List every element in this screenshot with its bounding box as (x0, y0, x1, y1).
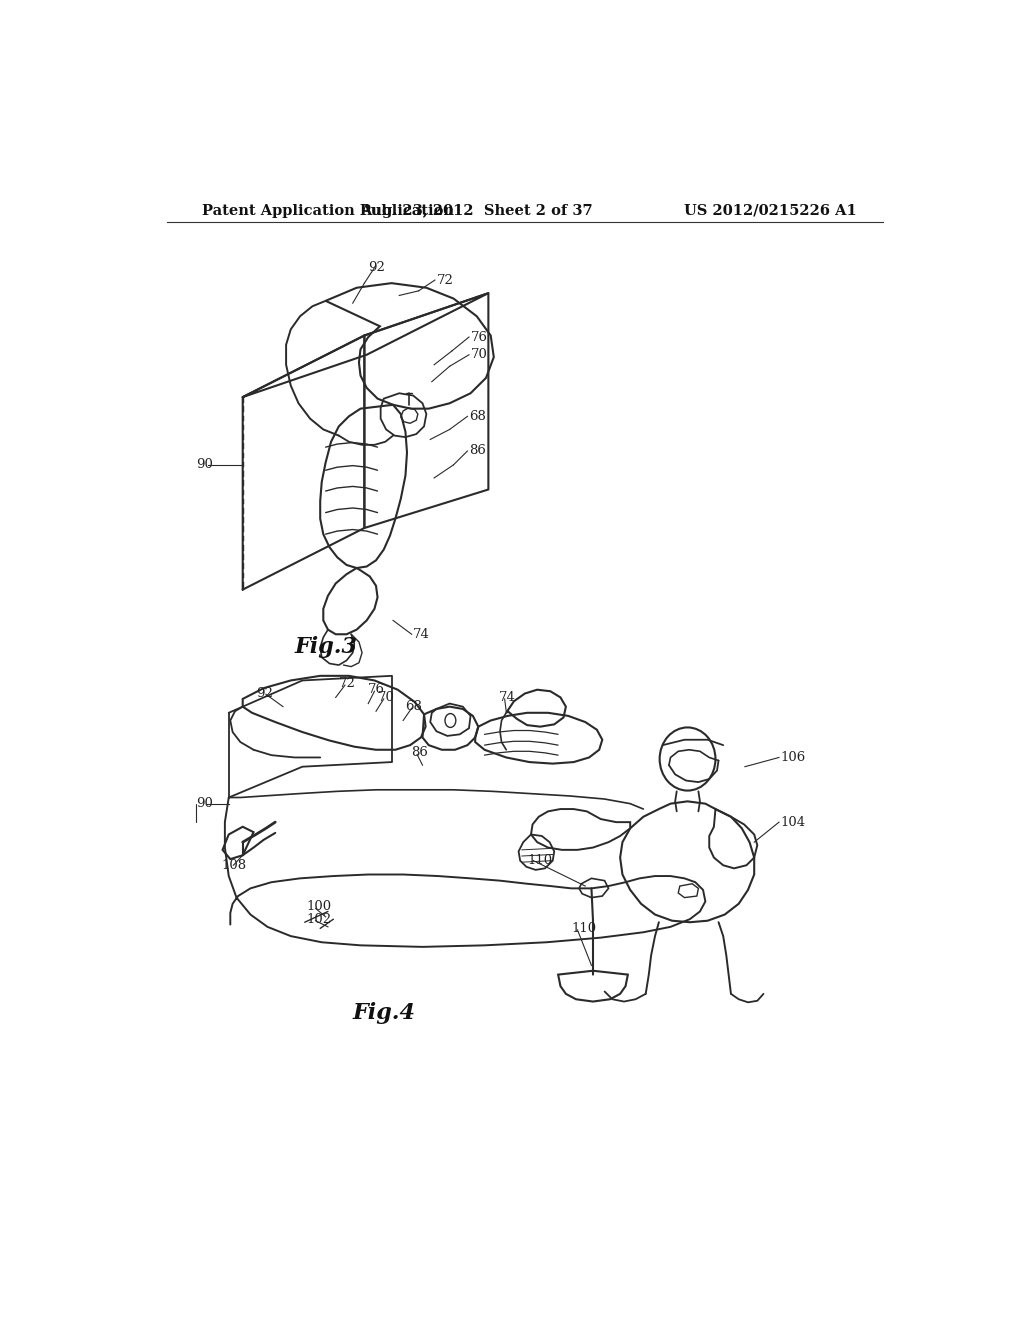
Text: 74: 74 (414, 628, 430, 640)
Text: 68: 68 (406, 700, 422, 713)
Text: 72: 72 (339, 677, 355, 690)
Text: 102: 102 (306, 912, 332, 925)
Text: 86: 86 (469, 445, 485, 458)
Text: 68: 68 (469, 409, 485, 422)
Text: 100: 100 (306, 900, 332, 913)
Text: 90: 90 (197, 797, 213, 810)
Text: 106: 106 (780, 751, 806, 764)
Text: 104: 104 (780, 816, 806, 829)
Text: Aug. 23, 2012  Sheet 2 of 37: Aug. 23, 2012 Sheet 2 of 37 (360, 203, 593, 218)
Text: 92: 92 (256, 686, 272, 700)
Text: US 2012/0215226 A1: US 2012/0215226 A1 (684, 203, 856, 218)
Text: 108: 108 (221, 859, 246, 871)
Text: 70: 70 (378, 690, 394, 704)
Text: 110: 110 (571, 921, 596, 935)
Text: 86: 86 (411, 746, 428, 759)
Text: 76: 76 (369, 684, 385, 696)
Text: 90: 90 (197, 458, 213, 471)
Text: Patent Application Publication: Patent Application Publication (202, 203, 454, 218)
Text: 92: 92 (369, 261, 385, 275)
Text: 72: 72 (436, 273, 454, 286)
Text: 110: 110 (527, 854, 552, 867)
Text: Fig.4: Fig.4 (352, 1002, 416, 1024)
Text: 74: 74 (499, 690, 515, 704)
Text: 70: 70 (471, 348, 487, 362)
Text: 76: 76 (471, 330, 487, 343)
Text: Fig.3: Fig.3 (295, 636, 357, 659)
